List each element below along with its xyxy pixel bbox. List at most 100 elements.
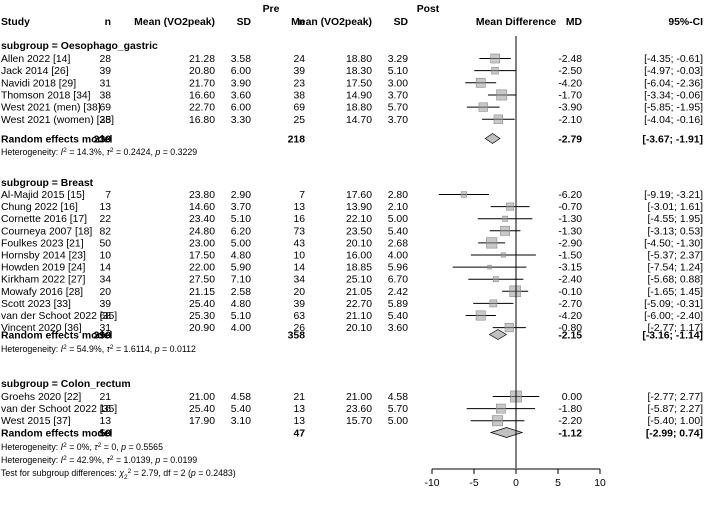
- ci-value: [-5.87; 2.27]: [648, 404, 704, 415]
- md-summary-value: -2.79: [558, 135, 582, 146]
- subgroup-differences-text: Test for subgroup differences: χ22 = 2.7…: [1, 468, 236, 481]
- ci-value: [-2.77; 2.77]: [648, 392, 704, 403]
- study-label: Thomson 2018 [34]: [1, 90, 91, 101]
- mean-post-value: 25.10: [346, 275, 372, 286]
- mean-post-value: 18.80: [346, 54, 372, 65]
- n-post-value: 23: [293, 78, 305, 89]
- md-value: -2.48: [558, 54, 582, 65]
- summary-diamond: [484, 133, 501, 144]
- ci-summary-value: [-3.16; -1.14]: [642, 331, 703, 342]
- study-label: Jack 2014 [26]: [1, 66, 69, 77]
- n-post-value: 13: [293, 404, 305, 415]
- ci-value: [-5.09; -0.31]: [644, 299, 703, 310]
- effect-square: [478, 102, 488, 112]
- sd-pre-value: 4.58: [231, 392, 251, 403]
- sd-pre-value: 3.90: [231, 78, 251, 89]
- effect-square: [487, 264, 492, 270]
- md-value: -2.50: [558, 66, 582, 77]
- mean-post-value: 17.50: [346, 78, 372, 89]
- n-post-value: 10: [293, 251, 305, 262]
- mean-post-value: 23.50: [346, 226, 372, 237]
- n-pre-total: 230: [94, 135, 112, 146]
- n-pre-value: 10: [99, 251, 111, 262]
- x-axis-tick-label: 5: [555, 478, 561, 489]
- study-label: Courneya 2007 [18]: [1, 226, 92, 237]
- header-sd-pre: SD: [237, 17, 252, 28]
- x-axis-tick-label: 10: [594, 478, 606, 489]
- effect-square: [502, 215, 508, 222]
- mean-post-value: 22.70: [346, 299, 372, 310]
- n-pre-value: 13: [99, 202, 111, 213]
- mean-pre-value: 23.80: [189, 190, 215, 201]
- sd-post-value: 5.40: [388, 226, 408, 237]
- n-pre-value: 16: [99, 404, 111, 415]
- mean-pre-value: 25.40: [189, 299, 215, 310]
- sd-pre-value: 4.80: [231, 251, 251, 262]
- study-label: Howden 2019 [24]: [1, 263, 85, 274]
- n-post-value: 7: [299, 190, 305, 201]
- sd-pre-value: 2.58: [231, 287, 251, 298]
- md-value: -4.20: [558, 78, 582, 89]
- study-label: Groehs 2020 [22]: [1, 392, 81, 403]
- ci-summary-value: [-2.99; 0.74]: [646, 429, 703, 440]
- header-sd-post: SD: [394, 17, 409, 28]
- md-summary-value: -1.12: [558, 429, 582, 440]
- mean-pre-value: 21.28: [189, 54, 215, 65]
- mean-post-value: 13.90: [346, 202, 372, 213]
- sd-post-value: 3.70: [388, 90, 408, 101]
- sd-post-value: 4.00: [388, 251, 408, 262]
- n-pre-value: 50: [99, 238, 111, 249]
- ci-value: [-7.54; 1.24]: [648, 263, 704, 274]
- n-post-value: 39: [293, 299, 305, 310]
- ci-value: [-2.77; 1.17]: [648, 323, 704, 334]
- n-post-value: 21: [293, 392, 305, 403]
- n-pre-total: 390: [94, 331, 112, 342]
- effect-square: [496, 89, 508, 101]
- md-value: -3.15: [558, 263, 582, 274]
- effect-square: [475, 77, 486, 88]
- sd-pre-value: 6.20: [231, 226, 251, 237]
- heterogeneity-text: Heterogeneity: I2 = 42.9%, τ2 = 1.0139, …: [1, 455, 197, 465]
- mean-pre-value: 16.60: [189, 90, 215, 101]
- sd-post-value: 2.42: [388, 287, 408, 298]
- mean-pre-value: 27.50: [189, 275, 215, 286]
- n-pre-value: 39: [99, 66, 111, 77]
- sd-post-value: 5.00: [388, 214, 408, 225]
- sd-pre-value: 3.30: [231, 115, 251, 126]
- sd-post-value: 5.10: [388, 66, 408, 77]
- n-post-value: 43: [293, 238, 305, 249]
- study-label: Chung 2022 [16]: [1, 202, 78, 213]
- summary-diamond: [489, 427, 524, 438]
- sd-post-value: 4.58: [388, 392, 408, 403]
- study-label: van der Schoot 2022 [35]: [1, 311, 117, 322]
- sd-post-value: 2.80: [388, 190, 408, 201]
- md-summary-value: -2.15: [558, 331, 582, 342]
- effect-square: [492, 276, 499, 283]
- n-pre-value: 7: [105, 190, 111, 201]
- sd-post-value: 5.00: [388, 416, 408, 427]
- mean-pre-value: 23.40: [189, 214, 215, 225]
- effect-square: [475, 310, 486, 321]
- ci-value: [-9.19; -3.21]: [644, 190, 703, 201]
- md-value: -1.50: [558, 251, 582, 262]
- sd-pre-value: 3.70: [231, 202, 251, 213]
- ci-value: [-1.65; 1.45]: [648, 287, 704, 298]
- mean-post-value: 21.05: [346, 287, 372, 298]
- study-label: West 2015 [37]: [1, 416, 71, 427]
- effect-square: [500, 225, 510, 236]
- ci-value: [-6.00; -2.40]: [644, 311, 703, 322]
- mean-pre-value: 14.60: [189, 202, 215, 213]
- sd-pre-value: 7.10: [231, 275, 251, 286]
- ci-value: [-5.85; -1.95]: [644, 103, 703, 114]
- heterogeneity-text: Heterogeneity: I2 = 0%, τ2 = 0, p = 0.55…: [1, 442, 163, 452]
- sd-pre-value: 5.10: [231, 311, 251, 322]
- effect-square: [496, 403, 506, 414]
- md-value: -2.40: [558, 275, 582, 286]
- ci-value: [-4.35; -0.61]: [644, 54, 703, 65]
- sd-pre-value: 5.90: [231, 263, 251, 274]
- mean-pre-value: 17.50: [189, 251, 215, 262]
- effect-square: [491, 66, 499, 75]
- n-pre-value: 34: [99, 275, 111, 286]
- mean-pre-value: 20.90: [189, 323, 215, 334]
